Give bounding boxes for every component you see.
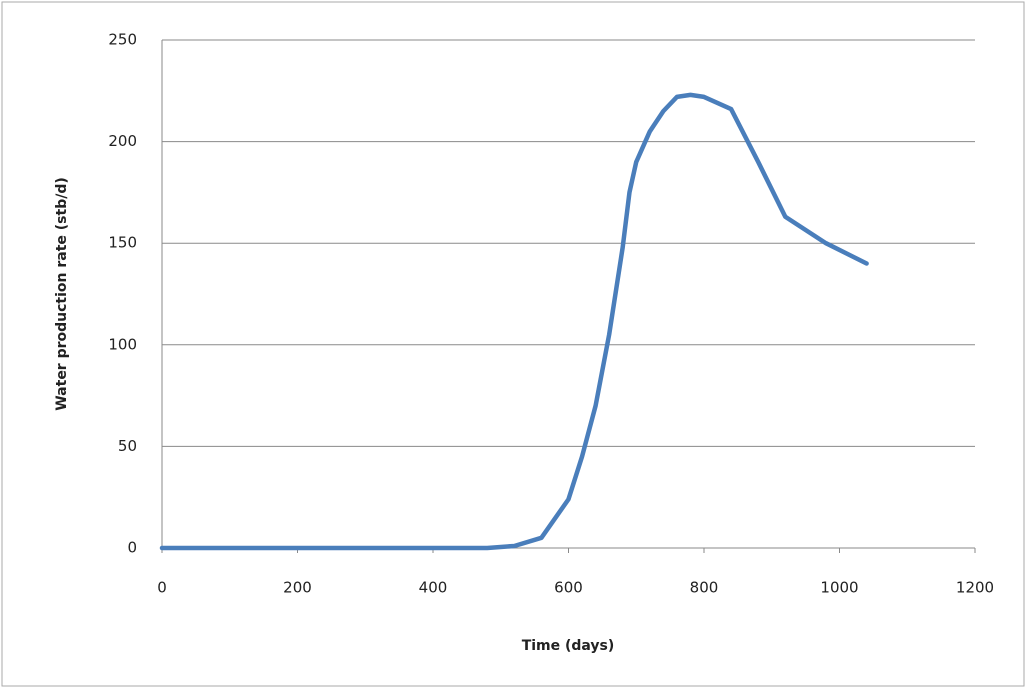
- x-tick-label: 1200: [956, 579, 994, 597]
- x-tick-label: 600: [554, 579, 583, 597]
- x-tick-label: 0: [157, 579, 167, 597]
- y-tick-label: 250: [108, 31, 137, 49]
- y-tick-label: 0: [127, 539, 137, 557]
- chart-frame: [2, 2, 1024, 686]
- y-axis-label: Water production rate (stb/d): [54, 177, 70, 411]
- chart: Time (days) Water production rate (stb/d…: [0, 0, 1027, 689]
- y-tick-label: 50: [118, 437, 137, 455]
- x-tick-label: 400: [419, 579, 448, 597]
- x-tick-label: 800: [690, 579, 719, 597]
- x-tick-label: 1000: [820, 579, 858, 597]
- x-tick-label: 200: [283, 579, 312, 597]
- y-tick-label: 100: [108, 335, 137, 353]
- x-axis-label: Time (days): [522, 638, 615, 654]
- y-tick-label: 150: [108, 234, 137, 252]
- y-tick-label: 200: [108, 132, 137, 150]
